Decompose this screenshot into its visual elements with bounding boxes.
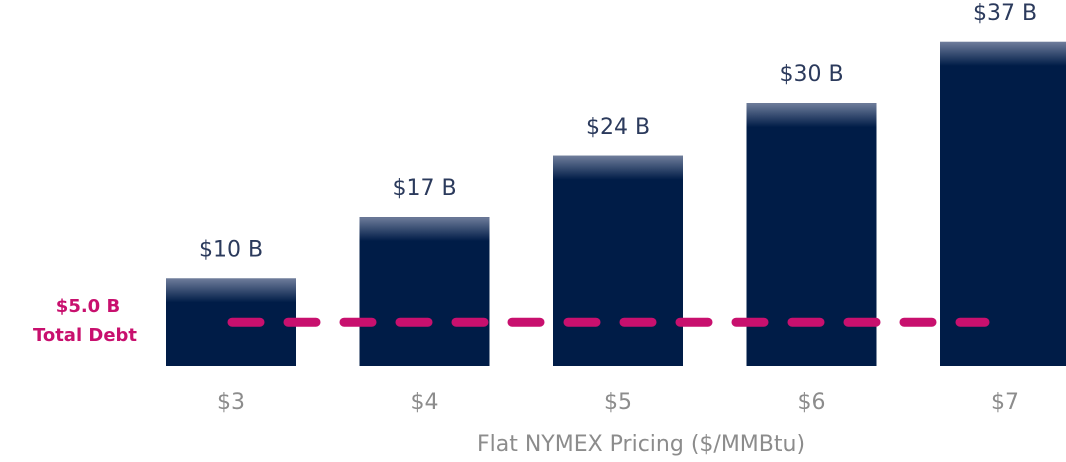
- value-label: $24 B: [586, 115, 650, 140]
- bar-highlight: [940, 41, 1066, 66]
- bar: [553, 155, 683, 366]
- value-label: $30 B: [779, 62, 843, 87]
- value-label: $10 B: [199, 237, 263, 262]
- x-tick-label: $4: [411, 390, 439, 415]
- bar-highlight: [553, 155, 683, 180]
- bar: [940, 41, 1066, 366]
- x-tick-label: $3: [217, 390, 245, 415]
- bar-highlight: [166, 278, 296, 303]
- x-tick-label: $5: [604, 390, 632, 415]
- reference-label: $5.0 B: [56, 296, 120, 317]
- x-tick-label: $6: [798, 390, 826, 415]
- x-tick-label: $7: [991, 390, 1019, 415]
- reference-text: Total Debt: [33, 325, 137, 346]
- value-label: $37 B: [973, 1, 1037, 26]
- bar: [359, 217, 490, 366]
- bar-highlight: [359, 217, 490, 242]
- x-axis-title: Flat NYMEX Pricing ($/MMBtu): [477, 432, 805, 457]
- value-label: $17 B: [392, 176, 456, 201]
- bar-highlight: [746, 103, 877, 128]
